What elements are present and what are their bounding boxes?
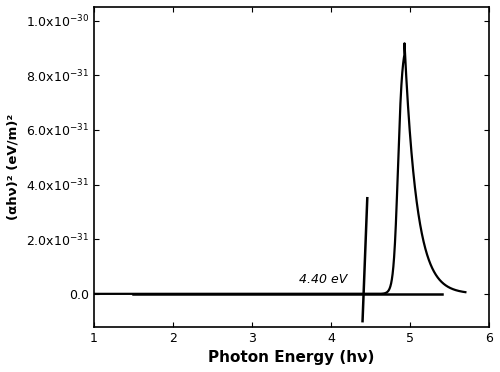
Y-axis label: (αhν)² (eV/m)²: (αhν)² (eV/m)² [7, 114, 20, 220]
Text: 4.40 eV: 4.40 eV [300, 273, 348, 286]
X-axis label: Photon Energy (hν): Photon Energy (hν) [208, 350, 374, 365]
